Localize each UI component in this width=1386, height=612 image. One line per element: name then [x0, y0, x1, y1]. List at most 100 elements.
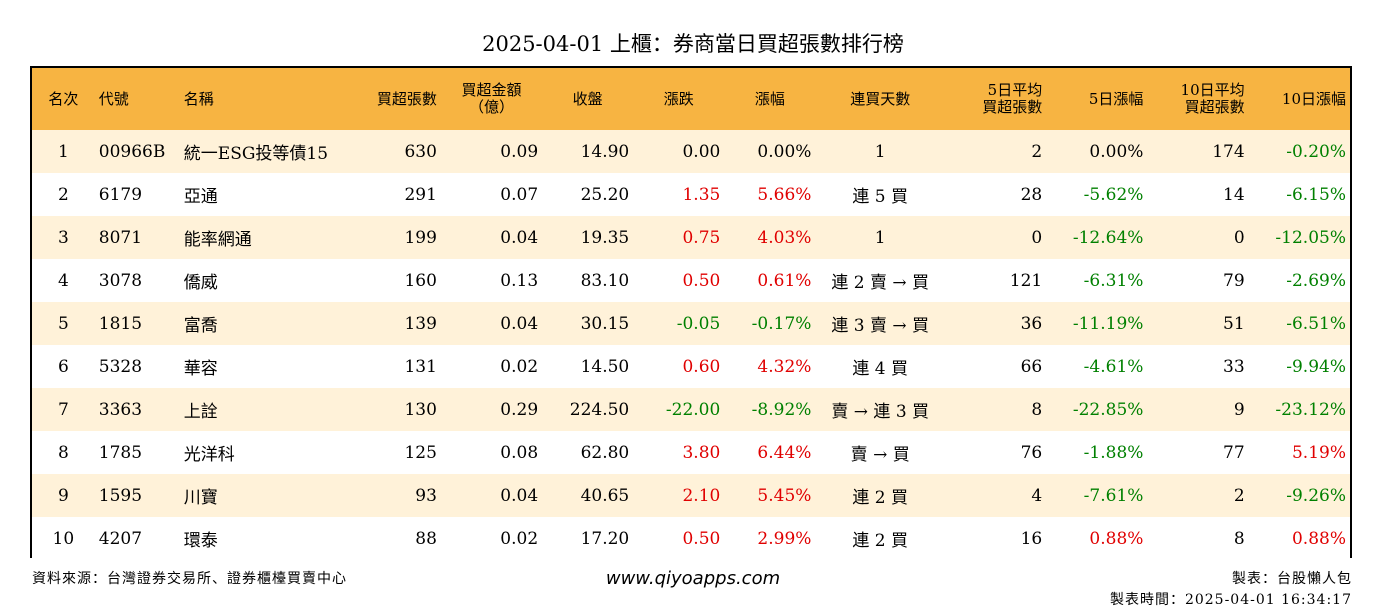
cell-pct10: -6.51% — [1286, 313, 1346, 334]
cell-name: 華容 — [183, 359, 218, 379]
header-pct10: 10日漲幅 — [1281, 89, 1346, 108]
cell-name: 富喬 — [183, 316, 218, 336]
cell-avg10: 2 — [1233, 485, 1245, 506]
cell-consec-days: 賣 → 連 3 買 — [831, 402, 930, 422]
cell-pct5: -12.64% — [1072, 227, 1144, 248]
cell-change: -22.00 — [665, 399, 721, 420]
cell-close: 83.10 — [580, 270, 630, 291]
cell-pct5: -22.85% — [1072, 399, 1144, 420]
cell-buy-amount: 0.08 — [500, 442, 539, 463]
header-code: 代號 — [98, 89, 129, 108]
cell-code: 6179 — [98, 184, 143, 205]
table-row: 2 6179 亞通 291 0.07 25.20 1.35 5.66% 連 5 買 28 -5.62… — [32, 173, 1350, 216]
website-link[interactable]: www.qiyoapps.com — [605, 568, 781, 589]
cell-close: 30.15 — [580, 313, 630, 334]
header-rank: 名次 — [48, 89, 79, 108]
cell-close: 224.50 — [569, 399, 630, 420]
header-avg5: 5日平均 買超張數 — [982, 81, 1043, 116]
cell-buy-amount: 0.07 — [500, 184, 539, 205]
cell-pct10: 5.19% — [1291, 442, 1346, 463]
cell-avg10: 77 — [1223, 442, 1245, 463]
cell-avg5: 66 — [1020, 356, 1043, 377]
cell-rank: 5 — [57, 313, 69, 334]
cell-avg5: 121 — [1009, 270, 1043, 291]
cell-pct10: -12.05% — [1275, 227, 1346, 248]
cell-code: 3078 — [98, 270, 143, 291]
cell-pct10: -9.94% — [1286, 356, 1346, 377]
table-header-row: 名次 代號 名稱 買超張數 買超金額 （億） 收盤 漲跌 漲幅 連買天數 5日平均… — [32, 68, 1350, 130]
cell-consec-days: 連 3 賣 → 買 — [831, 316, 930, 336]
cell-buy-lots: 291 — [404, 184, 437, 205]
table-row: 10 4207 環泰 88 0.02 17.20 0.50 2.99% 連 2 買 16 0.88%… — [32, 517, 1350, 560]
cell-pct5: -5.62% — [1083, 184, 1144, 205]
cell-avg10: 79 — [1223, 270, 1245, 291]
cell-pct5: 0.88% — [1089, 528, 1144, 549]
cell-avg10: 8 — [1233, 528, 1245, 549]
cell-buy-lots: 131 — [404, 356, 437, 377]
cell-rank: 10 — [52, 528, 75, 549]
cell-avg5: 0 — [1031, 227, 1043, 248]
cell-consec-days: 連 2 買 — [852, 488, 909, 508]
cell-avg5: 16 — [1020, 528, 1043, 549]
cell-avg5: 36 — [1020, 313, 1043, 334]
page-title: 2025-04-01 上櫃：券商當日買超張數排行榜 — [482, 32, 904, 56]
cell-close: 25.20 — [580, 184, 630, 205]
cell-change-pct: 4.32% — [757, 356, 812, 377]
header-consec-days: 連買天數 — [850, 89, 911, 108]
cell-buy-lots: 130 — [404, 399, 437, 420]
cell-pct10: 0.88% — [1291, 528, 1346, 549]
cell-name: 僑威 — [183, 273, 218, 293]
cell-change-pct: 0.00% — [757, 141, 812, 162]
cell-code: 1815 — [98, 313, 143, 334]
cell-avg5: 8 — [1031, 399, 1043, 420]
cell-change-pct: -0.17% — [751, 313, 812, 334]
cell-consec-days: 賣 → 買 — [850, 445, 910, 465]
cell-pct10: -2.69% — [1286, 270, 1346, 291]
cell-buy-amount: 0.04 — [500, 227, 539, 248]
cell-buy-lots: 199 — [404, 227, 437, 248]
cell-change: 2.10 — [682, 485, 721, 506]
cell-avg5: 28 — [1020, 184, 1043, 205]
cell-code: 8071 — [98, 227, 143, 248]
table-row: 8 1785 光洋科 125 0.08 62.80 3.80 6.44% 賣 → 買 76 -1.8… — [32, 431, 1350, 474]
maker-credit: 製表：台股懶人包 — [1232, 571, 1352, 587]
cell-avg10: 0 — [1233, 227, 1245, 248]
table-row: 4 3078 僑威 160 0.13 83.10 0.50 0.61% 連 2 賣 → 買 121… — [32, 259, 1350, 302]
cell-consec-days: 1 — [874, 227, 886, 248]
cell-avg10: 51 — [1223, 313, 1245, 334]
cell-code: 4207 — [98, 528, 143, 549]
cell-rank: 8 — [57, 442, 69, 463]
cell-name: 亞通 — [183, 187, 218, 207]
cell-avg10: 9 — [1233, 399, 1245, 420]
cell-change-pct: 0.61% — [757, 270, 812, 291]
cell-change: 1.35 — [682, 184, 721, 205]
cell-close: 14.90 — [580, 141, 630, 162]
cell-buy-amount: 0.29 — [500, 399, 539, 420]
cell-change-pct: 2.99% — [757, 528, 812, 549]
cell-consec-days: 連 4 買 — [852, 359, 909, 379]
cell-change: 0.75 — [682, 227, 721, 248]
ranking-table: 名次 代號 名稱 買超張數 買超金額 （億） 收盤 漲跌 漲幅 連買天數 5日平均… — [30, 66, 1352, 560]
cell-rank: 7 — [57, 399, 69, 420]
cell-code: 3363 — [98, 399, 143, 420]
cell-buy-lots: 630 — [404, 141, 437, 162]
cell-change-pct: 5.66% — [757, 184, 812, 205]
cell-close: 14.50 — [580, 356, 630, 377]
cell-buy-amount: 0.09 — [500, 141, 539, 162]
table-row: 6 5328 華容 131 0.02 14.50 0.60 4.32% 連 4 買 66 -4.61… — [32, 345, 1350, 388]
cell-consec-days: 連 2 賣 → 買 — [831, 273, 930, 293]
header-change: 漲跌 — [663, 89, 694, 108]
cell-rank: 3 — [57, 227, 69, 248]
cell-code: 00966B — [98, 141, 166, 162]
cell-pct10: -6.15% — [1286, 184, 1346, 205]
cell-change-pct: -8.92% — [751, 399, 812, 420]
cell-name: 上詮 — [183, 402, 218, 422]
cell-change: 0.50 — [682, 270, 721, 291]
header-close: 收盤 — [572, 89, 603, 108]
cell-change: 0.00 — [682, 141, 721, 162]
cell-avg5: 76 — [1020, 442, 1043, 463]
cell-buy-amount: 0.04 — [500, 313, 539, 334]
cell-name: 川寶 — [183, 488, 218, 508]
cell-avg5: 4 — [1031, 485, 1043, 506]
generated-time: 製表時間：2025-04-01 16:34:17 — [1109, 592, 1352, 608]
